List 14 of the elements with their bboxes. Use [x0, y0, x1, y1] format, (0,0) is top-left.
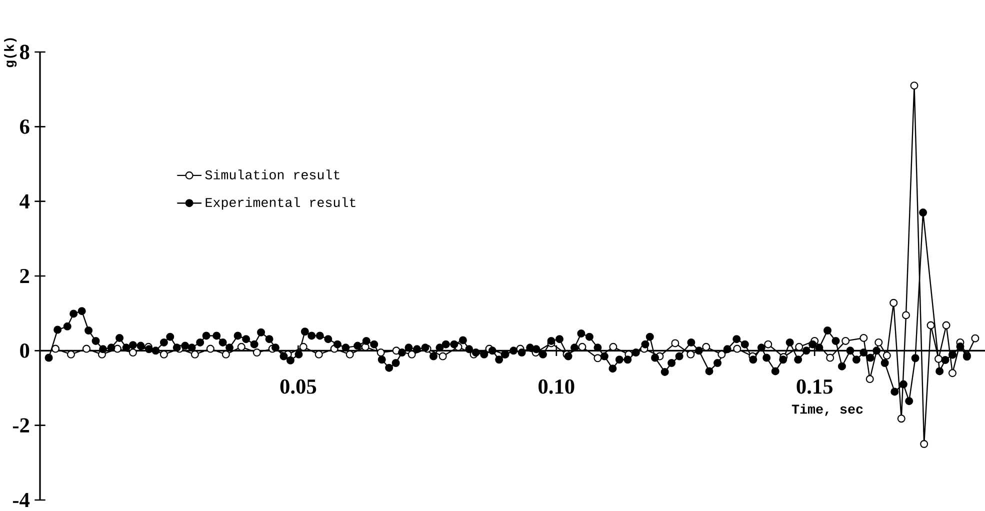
- y-tick-label: -4: [12, 492, 30, 508]
- x-axis-title: Time, sec: [792, 404, 863, 416]
- y-tick-label: 2: [20, 268, 30, 284]
- x-tick-label: 0.15: [796, 379, 832, 394]
- x-tick-label: 0.10: [538, 379, 574, 394]
- legend-label: Simulation result: [205, 170, 340, 180]
- y-tick-label: 0: [20, 343, 30, 358]
- x-tick-label: 0.05: [280, 379, 316, 394]
- y-tick-label: -2: [12, 418, 30, 432]
- y-tick-label: 4: [20, 194, 30, 208]
- y-tick-label: 6: [20, 120, 30, 134]
- y-tick-label: 8: [20, 44, 30, 60]
- y-axis-title: g(k): [4, 38, 17, 68]
- legend-label: Experimental result: [206, 197, 356, 210]
